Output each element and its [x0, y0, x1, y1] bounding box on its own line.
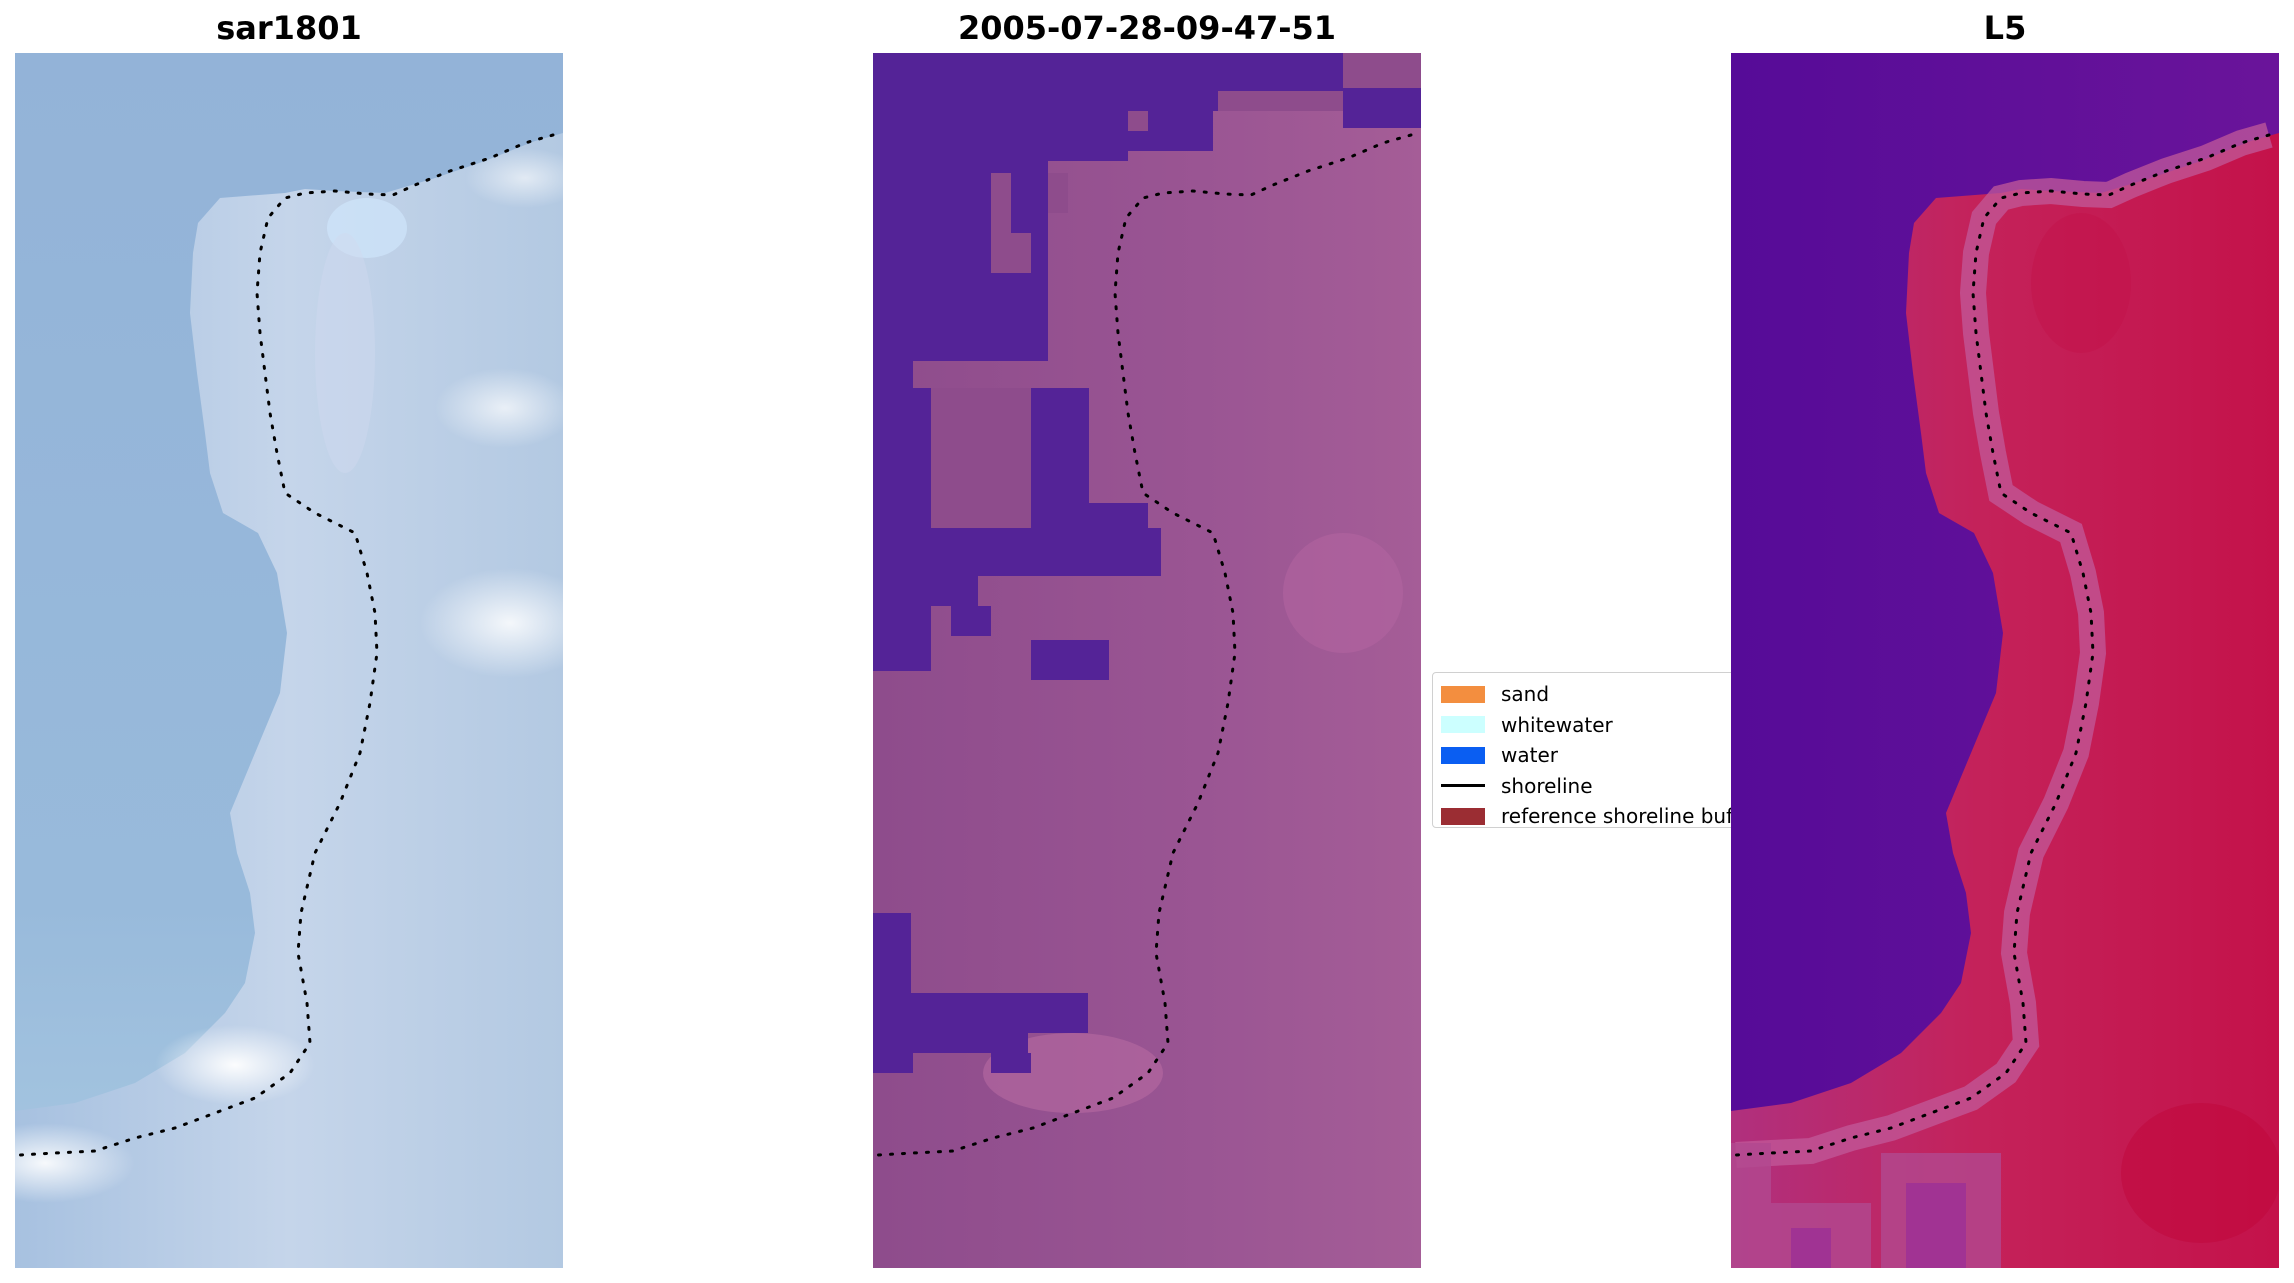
land-area — [15, 133, 563, 1268]
legend-item-reference-buffer: reference shoreline buffer — [1441, 801, 1742, 828]
legend: sand whitewater water shoreline referenc… — [1432, 672, 1742, 828]
classified-image-panel — [873, 53, 1421, 1268]
panel-title-middle: 2005-07-28-09-47-51 — [957, 9, 1337, 47]
legend-item-shoreline: shoreline — [1441, 771, 1741, 802]
panel-title-left: sar1801 — [216, 9, 362, 47]
legend-label: whitewater — [1501, 712, 1613, 737]
legend-swatch-reference-buffer — [1441, 807, 1485, 825]
legend-label: reference shoreline buffer — [1501, 804, 1742, 828]
panel-title-right: L5 — [1983, 9, 2027, 47]
legend-swatch-water — [1441, 746, 1485, 764]
legend-label: sand — [1501, 682, 1550, 707]
legend-swatch-shoreline — [1441, 777, 1485, 794]
land-index-area — [1731, 133, 2279, 1268]
legend-label: shoreline — [1501, 773, 1593, 798]
legend-item-whitewater: whitewater — [1441, 710, 1741, 741]
legend-item-sand: sand — [1441, 679, 1741, 710]
legend-swatch-sand — [1441, 685, 1485, 703]
index-image-panel — [1731, 53, 2279, 1268]
legend-label: water — [1501, 743, 1558, 768]
legend-item-water: water — [1441, 740, 1741, 771]
rgb-image-panel — [15, 53, 563, 1268]
legend-swatch-whitewater — [1441, 716, 1485, 734]
